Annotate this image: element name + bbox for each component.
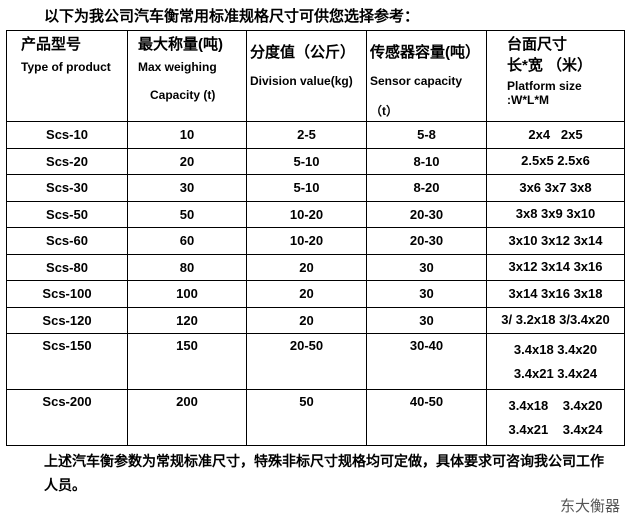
table-header: 产品型号 Type of product 最大称量(吨) Max weighing Ca… — [6, 30, 625, 122]
size-line: 2.5x5 2.5x6 — [521, 153, 590, 169]
cell-div: 20 — [246, 306, 367, 334]
cell-cap: 60 — [127, 227, 247, 255]
cell-size: 3x8 3x9 3x10 — [486, 200, 625, 228]
cell-size: 3/ 3.2x18 3/3.4x20 — [486, 306, 625, 334]
cell-sensor: 8-20 — [366, 174, 487, 202]
header-cn: 传感器容量(吨） — [370, 44, 480, 61]
cell-div: 2-5 — [246, 121, 367, 149]
cell-div: 20-50 — [246, 333, 367, 390]
cell-cap: 80 — [127, 253, 247, 281]
cell-model: Scs-80 — [6, 253, 128, 281]
table-row: Scs-50 50 10-20 20-30 3x8 3x9 3x10 — [6, 200, 625, 228]
header-en: Division value(kg) — [250, 74, 353, 88]
cell-model: Scs-60 — [6, 227, 128, 255]
size-line: 2x4 2x5 — [528, 126, 583, 142]
cell-cap: 20 — [127, 147, 247, 175]
cell-sensor: 5-8 — [366, 121, 487, 149]
spec-table: 产品型号 Type of product 最大称量(吨) Max weighing Ca… — [6, 30, 625, 446]
size-line: 3x12 3x14 3x16 — [508, 259, 603, 275]
cell-cap: 200 — [127, 389, 247, 446]
header-cell: 台面尺寸长*宽 （米） Platform size :W*L*M — [486, 30, 625, 122]
header-cn: 产品型号 — [21, 36, 82, 53]
table-row: Scs-60 60 10-20 20-30 3x10 3x12 3x14 — [6, 227, 625, 255]
header-cell: 分度值（公斤） Division value(kg) — [246, 30, 367, 122]
cell-div: 20 — [246, 280, 367, 308]
size-line: 3x14 3x16 3x18 — [508, 285, 603, 301]
cell-cap: 10 — [127, 121, 247, 149]
watermark: 东大衡器 — [559, 498, 620, 515]
cell-size: 3x14 3x16 3x18 — [486, 280, 625, 308]
cell-div: 5-10 — [246, 147, 367, 175]
size-line: 3.4x21 3.4x24 — [508, 421, 603, 437]
header-en: Sensor capacity — [370, 74, 463, 88]
cell-size: 2.5x5 2.5x6 — [486, 147, 625, 175]
cell-div: 10-20 — [246, 227, 367, 255]
cell-model: Scs-120 — [6, 306, 128, 334]
cell-model: Scs-20 — [6, 147, 128, 175]
table-row: Scs-100 100 20 30 3x14 3x16 3x18 — [6, 280, 625, 308]
cell-sensor: 20-30 — [366, 227, 487, 255]
cell-model: Scs-150 — [6, 333, 128, 390]
size-line: 3.4x18 3.4x20 — [508, 397, 603, 413]
cell-size: 3.4x18 3.4x20 3.4x21 3.4x24 — [486, 333, 625, 390]
cell-div: 10-20 — [246, 200, 367, 228]
header-cn: 分度值（公斤） — [250, 44, 356, 61]
footer-note: 上述汽车衡参数为常规标准尺寸，特殊非标尺寸规格均可定做，具体要求可咨询我公司工作… — [44, 453, 604, 493]
cell-model: Scs-200 — [6, 389, 128, 446]
cell-cap: 100 — [127, 280, 247, 308]
cell-cap: 50 — [127, 200, 247, 228]
table-row: Scs-20 20 5-10 8-10 2.5x5 2.5x6 — [6, 147, 625, 175]
size-line: 3.4x18 3.4x20 — [513, 341, 598, 357]
cell-model: Scs-100 — [6, 280, 128, 308]
header-en: Max weighing — [138, 60, 217, 74]
intro-text: 以下为我公司汽车衡常用标准规格尺寸可供您选择参考： — [44, 8, 420, 25]
cell-size: 3x10 3x12 3x14 — [486, 227, 625, 255]
header-en: 长*宽 （米） — [507, 57, 593, 74]
cell-sensor: 30-40 — [366, 333, 487, 390]
content-flow: 产品型号 Type of product 最大称量(吨) Max weighing Ca… — [6, 30, 625, 515]
size-line: 3x6 3x7 3x8 — [519, 179, 592, 195]
table-row: Scs-10 10 2-5 5-8 2x4 2x5 — [6, 121, 625, 149]
header-cn: 最大称量(吨) — [138, 36, 223, 53]
cell-size: 3x12 3x14 3x16 — [486, 253, 625, 281]
cell-cap: 120 — [127, 306, 247, 334]
cell-model: Scs-30 — [6, 174, 128, 202]
cell-model: Scs-50 — [6, 200, 128, 228]
header-cn: 台面尺寸 — [507, 36, 568, 53]
size-line: 3x8 3x9 3x10 — [515, 206, 596, 222]
header-en2: Capacity (t) — [150, 88, 216, 102]
table-row: Scs-30 30 5-10 8-20 3x6 3x7 3x8 — [6, 174, 625, 202]
cell-div: 5-10 — [246, 174, 367, 202]
cell-cap: 150 — [127, 333, 247, 390]
size-line: 3x10 3x12 3x14 — [508, 232, 603, 248]
cell-sensor: 30 — [366, 306, 487, 334]
cell-div: 20 — [246, 253, 367, 281]
cell-sensor: 40-50 — [366, 389, 487, 446]
size-line: 3.4x21 3.4x24 — [513, 365, 598, 381]
cell-size: 3.4x18 3.4x20 3.4x21 3.4x24 — [486, 389, 625, 446]
cell-size: 3x6 3x7 3x8 — [486, 174, 625, 202]
cell-model: Scs-10 — [6, 121, 128, 149]
cell-cap: 30 — [127, 174, 247, 202]
cell-sensor: 30 — [366, 253, 487, 281]
table-row: Scs-80 80 20 30 3x12 3x14 3x16 — [6, 253, 625, 281]
header-en2: （t） — [370, 104, 398, 118]
header-en: Type of product — [21, 60, 111, 74]
cell-size: 2x4 2x5 — [486, 121, 625, 149]
header-cell: 最大称量(吨) Max weighing Capacity (t) — [127, 30, 247, 122]
cell-sensor: 20-30 — [366, 200, 487, 228]
header-cell: 产品型号 Type of product — [6, 30, 128, 122]
cell-sensor: 8-10 — [366, 147, 487, 175]
header-en2: Platform size :W*L*M — [507, 79, 582, 107]
size-line: 3/ 3.2x18 3/3.4x20 — [501, 312, 610, 328]
cell-div: 50 — [246, 389, 367, 446]
header-cell: 传感器容量(吨） Sensor capacity （t） — [366, 30, 487, 122]
table-row: Scs-150 150 20-50 30-40 3.4x18 3.4x20 3.4x21 … — [6, 333, 625, 390]
cell-sensor: 30 — [366, 280, 487, 308]
table-row: Scs-200 200 50 40-50 3.4x18 3.4x20 3.4x21 3.4… — [6, 389, 625, 446]
table-row: Scs-120 120 20 30 3/ 3.2x18 3/3.4x20 — [6, 306, 625, 334]
